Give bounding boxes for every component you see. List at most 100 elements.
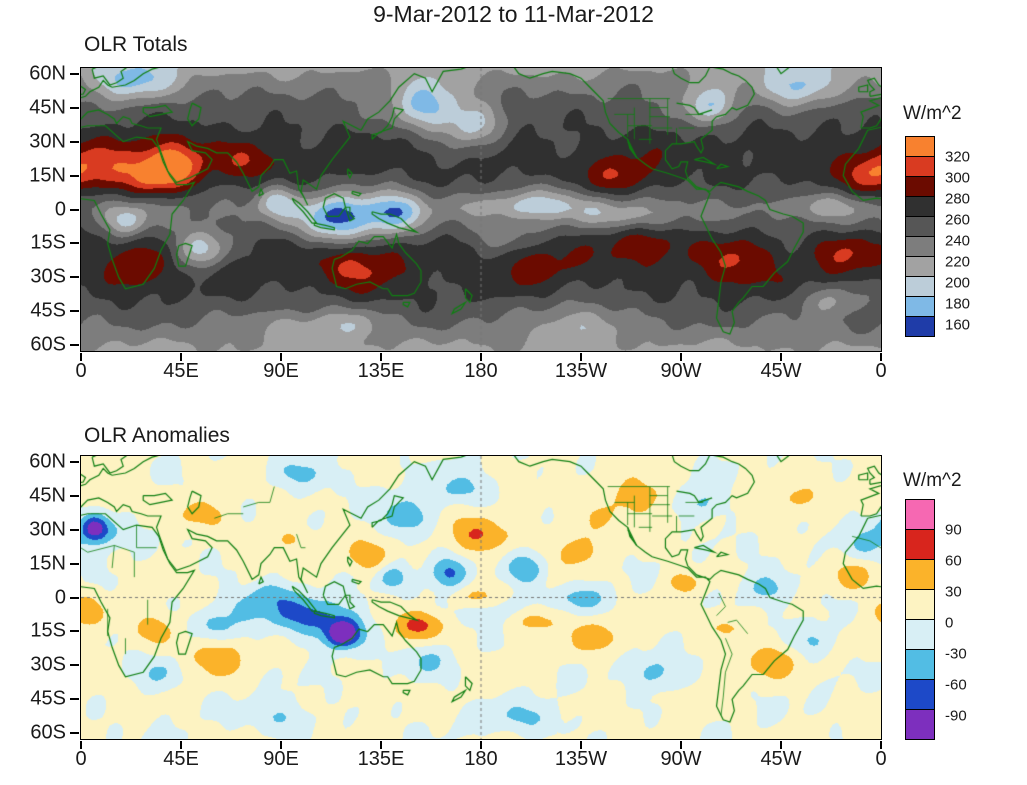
- lon-tick-label: 0: [75, 360, 87, 382]
- olr-totals-canvas: [81, 68, 881, 351]
- lon-tick-mark: [80, 353, 82, 361]
- colorbar-box: [905, 156, 935, 177]
- panel-heading-olr-anomalies: OLR Anomalies: [84, 424, 230, 447]
- lon-tick-mark: [380, 741, 382, 749]
- lat-tick-label: 0: [54, 586, 66, 608]
- colorbar-tick-label: 320: [945, 148, 971, 166]
- lat-tick-mark: [70, 174, 79, 177]
- colorbar-tick-label: 300: [945, 169, 971, 187]
- colorbar-box: [905, 499, 935, 530]
- lat-tick-label: 15S: [30, 619, 66, 642]
- colorbar-box: [905, 216, 935, 237]
- map-olr-anomalies: 60N 45N 30N 15N 0 15S 30S 45S 60S 0 45E 90E 135E 180 1…: [29, 450, 886, 770]
- lon-tick-label: 180: [464, 748, 498, 770]
- lat-tick-mark: [70, 72, 79, 75]
- lon-tick-mark: [880, 741, 882, 749]
- figure-title: 9-Mar-2012 to 11-Mar-2012: [373, 1, 654, 27]
- colorbar-tick-label: 180: [945, 295, 971, 313]
- lon-tick-mark: [680, 353, 682, 361]
- lon-tick-label: 135W: [554, 748, 608, 770]
- colorbar-box: [905, 589, 935, 620]
- lat-tick-label: 30N: [29, 130, 66, 153]
- lon-tick-label: 45W: [760, 748, 802, 770]
- lon-tick-label: 45E: [163, 748, 199, 770]
- colorbar-tick-label: 260: [945, 211, 971, 229]
- colorbar-box: [905, 649, 935, 680]
- map-olr-totals: 60N 45N 30N 15N 0 15S 30S 45S 60S 0 45E 90E 135E 180 1…: [29, 62, 886, 382]
- lat-tick-label: 45N: [29, 96, 66, 119]
- colorbar-tick-label: 0: [945, 614, 954, 632]
- lat-tick-mark: [70, 140, 79, 143]
- lon-tick-mark: [780, 353, 782, 361]
- colorbar-tick-label: 160: [945, 316, 971, 334]
- lat-tick-mark: [70, 698, 79, 701]
- colorbar-tick-label: -90: [945, 707, 967, 725]
- colorbar-box: [905, 236, 935, 257]
- lat-tick-label: 30S: [30, 653, 66, 676]
- lat-tick-mark: [70, 596, 79, 599]
- lon-tick-mark: [280, 353, 282, 361]
- colorbar-box: [905, 256, 935, 277]
- colorbar-units-anomalies: W/m^2: [903, 470, 962, 491]
- lon-tick-label: 0: [75, 748, 87, 770]
- lon-tick-mark: [880, 353, 882, 361]
- lat-tick-mark: [70, 732, 79, 735]
- lat-tick-mark: [70, 208, 79, 211]
- lat-tick-label: 15S: [30, 231, 66, 254]
- colorbar-box: [905, 529, 935, 560]
- colorbar-box: [905, 679, 935, 710]
- colorbar-box: [905, 136, 935, 157]
- lon-tick-mark: [580, 741, 582, 749]
- colorbar-box: [905, 619, 935, 650]
- lat-tick-label: 45S: [30, 687, 66, 710]
- lon-tick-label: 90E: [263, 360, 299, 382]
- lon-tick-mark: [480, 353, 482, 361]
- colorbar-tick-label: 240: [945, 232, 971, 250]
- lat-tick-mark: [70, 664, 79, 667]
- lat-tick-label: 30N: [29, 518, 66, 541]
- lat-tick-mark: [70, 242, 79, 245]
- lon-tick-label: 45W: [760, 360, 802, 382]
- lat-tick-label: 45S: [30, 299, 66, 322]
- lon-tick-label: 135W: [554, 360, 608, 382]
- lon-tick-mark: [580, 353, 582, 361]
- lon-tick-label: 90W: [660, 360, 702, 382]
- lon-tick-mark: [180, 353, 182, 361]
- lat-tick-label: 0: [54, 198, 66, 220]
- lon-tick-mark: [80, 741, 82, 749]
- lon-tick-label: 135E: [357, 360, 405, 382]
- lon-tick-label: 0: [875, 748, 887, 770]
- lon-tick-label: 180: [464, 360, 498, 382]
- colorbar-tick-label: 280: [945, 190, 971, 208]
- lat-tick-label: 60N: [29, 450, 66, 473]
- lat-tick-label: 60S: [30, 333, 66, 356]
- colorbar-box: [905, 196, 935, 217]
- lon-tick-mark: [780, 741, 782, 749]
- lon-tick-label: 90E: [263, 748, 299, 770]
- colorbar-tick-label: 90: [945, 521, 962, 539]
- lon-tick-mark: [680, 741, 682, 749]
- lat-tick-mark: [70, 460, 79, 463]
- lat-tick-mark: [70, 276, 79, 279]
- lat-tick-mark: [70, 630, 79, 633]
- colorbar-tick-label: -30: [945, 645, 967, 663]
- lon-tick-mark: [480, 741, 482, 749]
- panel-heading-olr-totals: OLR Totals: [84, 33, 188, 56]
- lon-tick-label: 135E: [357, 748, 405, 770]
- colorbar-tick-label: 30: [945, 583, 962, 601]
- colorbar-tick-label: 220: [945, 253, 971, 271]
- colorbar-tick-label: -60: [945, 676, 967, 694]
- lat-tick-label: 45N: [29, 484, 66, 507]
- lon-tick-label: 0: [875, 360, 887, 382]
- colorbar-box: [905, 176, 935, 197]
- colorbar-units-totals: W/m^2: [903, 103, 962, 124]
- lat-tick-label: 15N: [29, 552, 66, 575]
- colorbar-olr-totals: 320 300 280 260 240 220 200 180 160: [905, 136, 970, 337]
- lat-tick-mark: [70, 562, 79, 565]
- lat-tick-mark: [70, 106, 79, 109]
- colorbar-olr-anomalies: 90 60 30 0 -30 -60 -90: [905, 499, 967, 740]
- colorbar-box: [905, 296, 935, 317]
- colorbar-box: [905, 276, 935, 297]
- lon-tick-label: 45E: [163, 360, 199, 382]
